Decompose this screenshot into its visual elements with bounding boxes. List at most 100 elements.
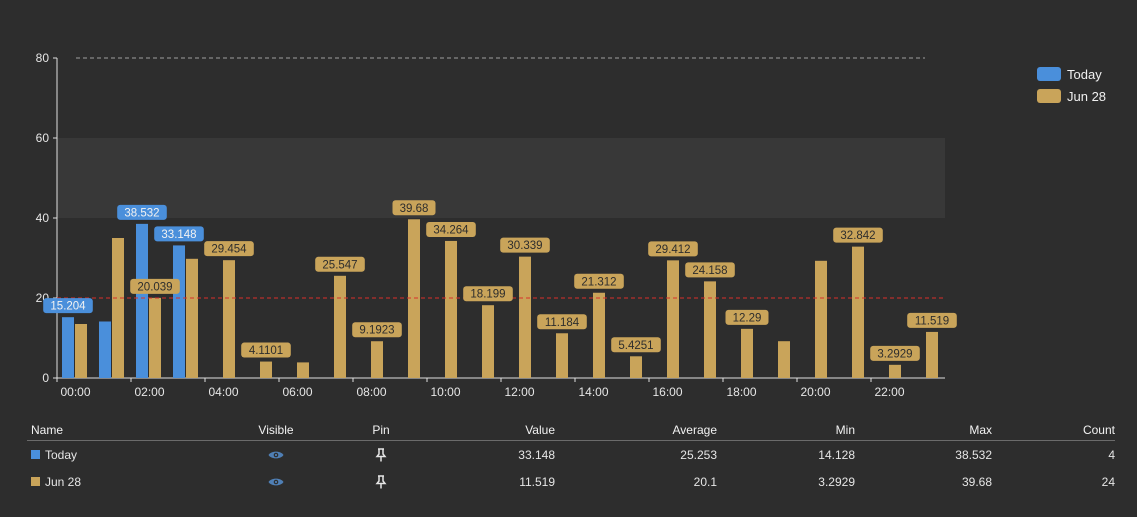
data-label-bg: [500, 237, 550, 253]
x-tick-label: 18:00: [726, 385, 756, 399]
data-label-bg: [907, 312, 957, 328]
data-label-bg: [315, 256, 365, 272]
data-label: 30.339: [507, 240, 542, 252]
data-label-bg: [392, 200, 436, 216]
header-min[interactable]: Min: [835, 423, 855, 437]
series-swatch: [31, 477, 40, 486]
legend-label: Jun 28: [1067, 88, 1107, 104]
cell-average: 20.1: [693, 474, 717, 489]
header-value[interactable]: Value: [525, 423, 555, 437]
data-label-bg: [833, 227, 883, 243]
data-label: 11.184: [545, 317, 580, 329]
data-label-bg: [426, 221, 476, 237]
data-label: 20.039: [137, 281, 172, 293]
x-tick-label: 12:00: [504, 385, 534, 399]
cell-value: 33.148: [518, 447, 555, 462]
header-pin[interactable]: Pin: [372, 423, 390, 437]
cell-min: 3.2929: [818, 474, 855, 489]
data-label-bg: [870, 345, 920, 361]
data-label-bg: [685, 262, 735, 278]
pin-icon[interactable]: [375, 475, 387, 489]
series-table: Name Visible Pin Value Average Min Max C…: [27, 420, 1115, 495]
eye-icon[interactable]: [268, 477, 284, 487]
header-max[interactable]: Max: [969, 423, 992, 437]
legend-item-jun28[interactable]: Jun 28: [1037, 85, 1106, 107]
data-label-bg: [611, 337, 661, 353]
x-tick-label: 02:00: [134, 385, 164, 399]
cell-max: 39.68: [961, 474, 992, 489]
data-label-bg: [204, 241, 254, 257]
table-row: Jun 28 11.519 20.1 3.2929 39.68 24: [27, 468, 1115, 495]
cell-count: 24: [1101, 474, 1115, 489]
bar-jun28: [667, 260, 679, 378]
data-label-bg: [43, 298, 93, 314]
data-label: 29.412: [655, 244, 690, 256]
x-tick-label: 10:00: [430, 385, 460, 399]
bar-today: [99, 321, 111, 378]
data-label: 21.312: [581, 276, 616, 288]
y-tick-label: 60: [36, 131, 50, 145]
bar-jun28: [112, 238, 124, 378]
header-visible[interactable]: Visible: [258, 423, 294, 437]
x-tick-label: 16:00: [652, 385, 682, 399]
legend-swatch: [1037, 89, 1061, 103]
data-label: 18.199: [470, 289, 505, 301]
bar-jun28: [297, 362, 309, 378]
bar-jun28: [371, 341, 383, 378]
series-name: Jun 28: [45, 474, 82, 489]
data-label: 15.204: [50, 301, 86, 313]
x-tick-label: 04:00: [208, 385, 238, 399]
bar-jun28: [593, 292, 605, 378]
bar-jun28: [778, 341, 790, 378]
bar-jun28: [445, 240, 457, 378]
shaded-band: [57, 138, 945, 218]
bar-jun28: [75, 324, 87, 378]
bar-today: [173, 245, 185, 378]
header-average[interactable]: Average: [672, 423, 717, 437]
legend-swatch: [1037, 67, 1061, 81]
bar-today: [62, 317, 74, 378]
data-label-bg: [117, 204, 167, 220]
y-tick-label: 0: [42, 371, 49, 385]
cell-min: 14.128: [818, 447, 855, 462]
bar-jun28: [519, 256, 531, 378]
bar-jun28: [223, 260, 235, 378]
eye-icon[interactable]: [268, 450, 284, 460]
series-swatch: [31, 450, 40, 459]
bar-jun28: [630, 356, 642, 378]
bar-today: [136, 223, 148, 378]
pin-icon[interactable]: [375, 448, 387, 462]
data-label: 38.532: [124, 207, 159, 219]
x-tick-label: 08:00: [356, 385, 386, 399]
header-name[interactable]: Name: [31, 423, 64, 437]
header-count[interactable]: Count: [1082, 423, 1115, 437]
x-tick-label: 22:00: [874, 385, 904, 399]
cell-max: 38.532: [955, 447, 992, 462]
bar-jun28: [556, 333, 568, 378]
data-label: 4.1101: [249, 345, 283, 357]
data-label: 33.148: [161, 229, 196, 241]
series-name: Today: [45, 447, 78, 462]
data-label: 9.1923: [359, 325, 394, 337]
data-label: 32.842: [840, 230, 875, 242]
bar-jun28: [852, 246, 864, 378]
bar-jun28: [260, 361, 272, 378]
bar-jun28: [149, 297, 161, 378]
data-label: 3.2929: [877, 348, 912, 360]
bar-jun28: [741, 328, 753, 378]
data-label-bg: [154, 226, 204, 242]
table-row: Today 33.148 25.253 14.128 38.532 4: [27, 441, 1115, 468]
bar-jun28: [889, 364, 901, 378]
y-tick-label: 40: [36, 211, 50, 225]
bar-jun28: [926, 331, 938, 378]
legend-item-today[interactable]: Today: [1037, 63, 1106, 85]
data-label: 11.519: [915, 315, 949, 327]
legend-label: Today: [1067, 66, 1102, 82]
legend: Today Jun 28: [1037, 63, 1106, 107]
data-label-bg: [463, 286, 513, 302]
bar-jun28: [482, 305, 494, 378]
cell-average: 25.253: [680, 447, 717, 462]
x-tick-label: 06:00: [282, 385, 312, 399]
data-label-bg: [130, 278, 180, 294]
